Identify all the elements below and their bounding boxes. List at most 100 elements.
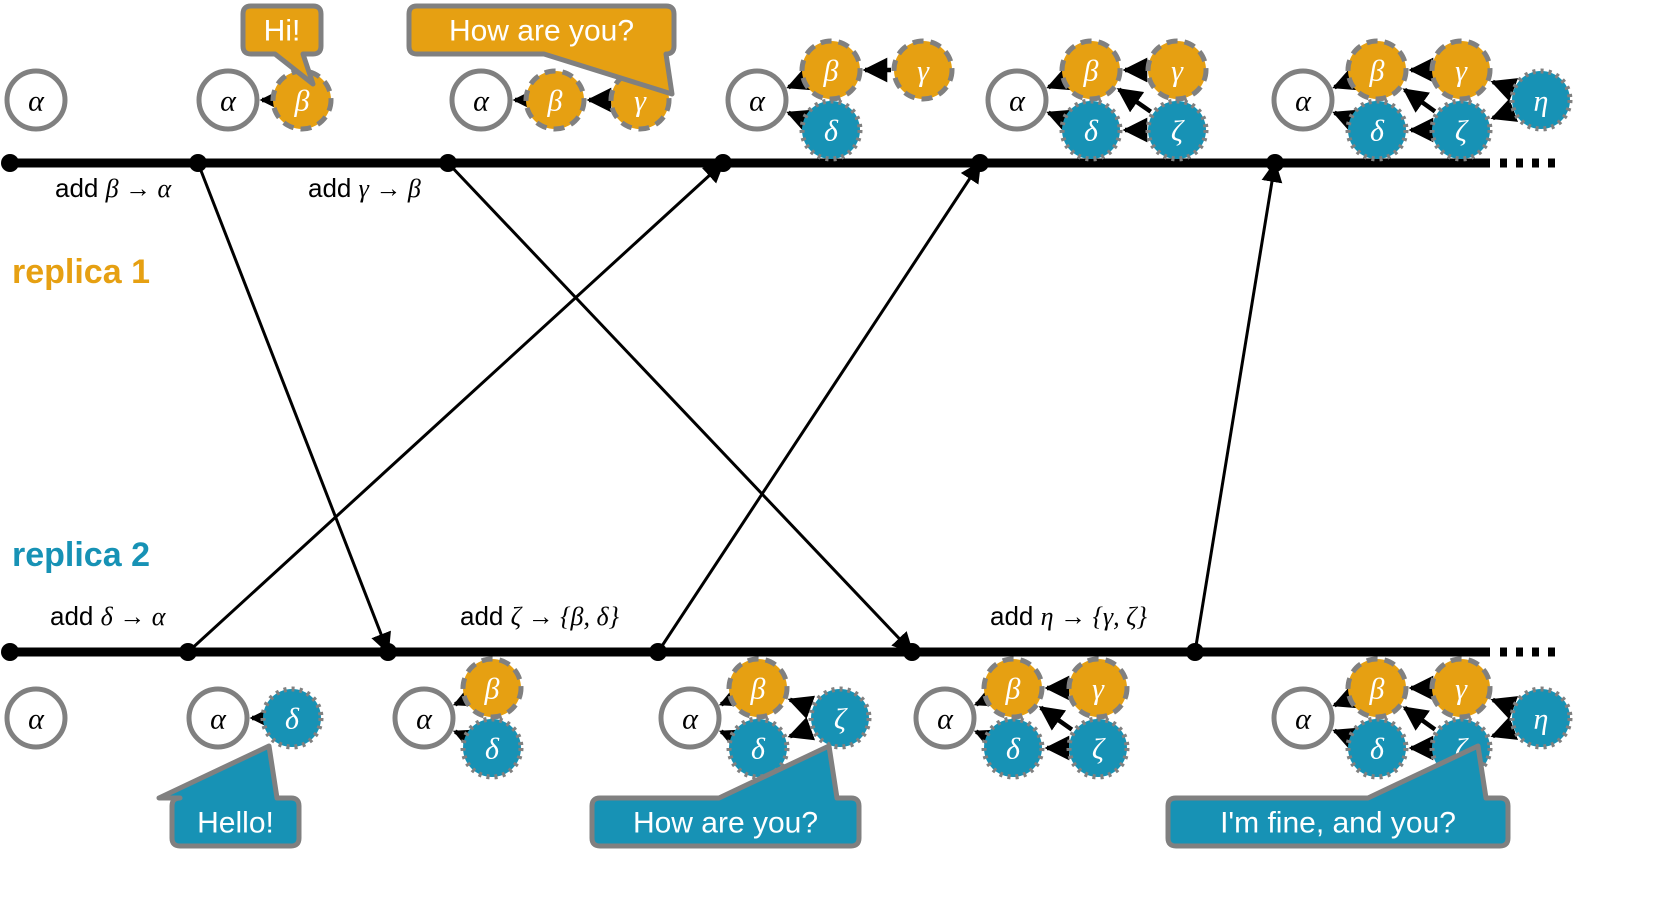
node-circle-alpha: [4, 68, 68, 132]
node-label-beta: β: [1083, 55, 1099, 88]
edge-beta-to-alpha: [1332, 685, 1360, 709]
node-circle-delta: [799, 98, 863, 162]
timeline-event-dot-4[interactable]: [903, 643, 921, 661]
node-label-gamma: γ: [1092, 673, 1105, 706]
node-label-beta: β: [1369, 673, 1385, 706]
timeline-replica-2: add δ → α add ζ → {β, δ} add η → {γ, ζ}: [1, 601, 1560, 661]
state-r1-5: α β γ δ ζ η: [1271, 38, 1573, 162]
edge-delta-to-alpha: [718, 729, 747, 753]
timeline-event-dot-2[interactable]: [439, 154, 457, 172]
graph-node-alpha: α: [4, 686, 68, 750]
graph-node-beta: β: [460, 656, 524, 720]
node-circle-delta: [1345, 98, 1409, 162]
graph-node-gamma: γ: [1429, 38, 1493, 102]
timelines-layer: add β → α add γ → β add δ → α add ζ → {β, δ…: [1, 154, 1560, 661]
timeline-event-dot-5[interactable]: [1186, 643, 1204, 661]
replica-labels-layer: replica 1 replica 2: [12, 253, 150, 574]
node-circle-delta: [1059, 98, 1123, 162]
timeline-event-dot-1[interactable]: [189, 154, 207, 172]
node-label-delta: δ: [824, 115, 839, 148]
node-label-alpha: α: [1295, 85, 1312, 118]
graph-node-beta: β: [1059, 38, 1123, 102]
node-label-gamma: γ: [917, 55, 930, 88]
timeline-event-dot-5[interactable]: [1266, 154, 1284, 172]
graph-node-delta: δ: [1345, 716, 1409, 780]
edge-beta-to-alpha: [786, 67, 814, 91]
node-circle-zeta: [808, 686, 872, 750]
edge-beta-to-alpha: [1332, 67, 1360, 91]
edge-zeta-to-beta: [787, 695, 816, 719]
node-label-beta: β: [547, 85, 563, 118]
bubble-text: Hi!: [264, 15, 301, 48]
graph-node-alpha: α: [186, 686, 250, 750]
node-label-gamma: γ: [634, 85, 647, 118]
edge-zeta-to-beta: [1402, 87, 1437, 114]
graph-node-gamma: γ: [891, 38, 955, 102]
node-label-beta: β: [484, 673, 500, 706]
edge-eta-to-gamma: [1490, 78, 1519, 102]
node-label-zeta: ζ: [834, 703, 848, 736]
node-circle-alpha: [186, 686, 250, 750]
timeline-event-dot-4[interactable]: [971, 154, 989, 172]
node-circle-alpha: [985, 68, 1049, 132]
graph-node-alpha: α: [658, 686, 722, 750]
node-label-gamma: γ: [1455, 673, 1468, 706]
bubble-how-are-you-top: How are you?: [406, 3, 677, 97]
graph-node-beta: β: [799, 38, 863, 102]
graph-node-beta: β: [981, 656, 1045, 720]
bubble-shape: [406, 3, 677, 97]
edge-delta-to-alpha: [786, 109, 814, 133]
timeline-event-dot-1[interactable]: [179, 643, 197, 661]
graph-node-alpha: α: [1271, 686, 1335, 750]
operation-label-2: add η → {γ, ζ}: [990, 601, 1148, 631]
node-label-zeta: ζ: [1455, 115, 1469, 148]
node-label-alpha: α: [473, 85, 490, 118]
edge-beta-to-alpha: [718, 683, 747, 707]
node-label-beta: β: [1369, 55, 1385, 88]
state-r1-0: α: [4, 68, 68, 132]
operation-label-0: add β → α: [55, 173, 173, 203]
graph-node-eta: η: [1509, 686, 1573, 750]
bubble-hi: Hi!: [240, 3, 324, 87]
graph-node-alpha: α: [449, 68, 513, 132]
msg-gamma-r1-to-r2: [446, 161, 914, 654]
timeline-event-dot-0[interactable]: [1, 643, 19, 661]
timeline-event-dot-2[interactable]: [379, 643, 397, 661]
graph-node-delta: δ: [726, 716, 790, 780]
node-circle-zeta: [1066, 716, 1130, 780]
node-circle-alpha: [1271, 68, 1335, 132]
node-label-beta: β: [294, 85, 310, 118]
bubble-shape: [1165, 743, 1511, 849]
edge-zeta-to-beta: [1038, 705, 1074, 732]
graph-node-alpha: α: [913, 686, 977, 750]
graph-node-beta: β: [726, 656, 790, 720]
graph-node-delta: δ: [981, 716, 1045, 780]
graph-node-zeta: ζ: [1145, 98, 1209, 162]
bubble-hello: Hello!: [156, 743, 302, 849]
bubble-how-are-you-bottom: How are you?: [589, 743, 862, 849]
node-label-gamma: γ: [1455, 55, 1468, 88]
node-circle-beta: [523, 68, 587, 132]
node-label-alpha: α: [937, 703, 954, 736]
node-label-delta: δ: [485, 733, 500, 766]
node-label-alpha: α: [28, 703, 45, 736]
graph-node-zeta: ζ: [1066, 716, 1130, 780]
timeline-event-dot-0[interactable]: [1, 154, 19, 172]
node-label-eta: η: [1534, 85, 1549, 118]
timeline-event-dot-3[interactable]: [714, 154, 732, 172]
node-circle-alpha: [913, 686, 977, 750]
node-label-alpha: α: [1295, 703, 1312, 736]
node-circle-delta: [260, 686, 324, 750]
msg-zeta-r2-to-r1: [656, 161, 982, 653]
replica-label-2: replica 2: [12, 536, 150, 574]
timeline-event-dot-3[interactable]: [649, 643, 667, 661]
node-label-alpha: α: [749, 85, 766, 118]
bubble-text: How are you?: [633, 807, 818, 840]
graph-node-delta: δ: [1345, 98, 1409, 162]
edge-delta-to-alpha: [452, 729, 481, 753]
edge-delta-to-alpha: [1332, 727, 1360, 751]
edge-zeta-to-beta: [1116, 87, 1153, 114]
